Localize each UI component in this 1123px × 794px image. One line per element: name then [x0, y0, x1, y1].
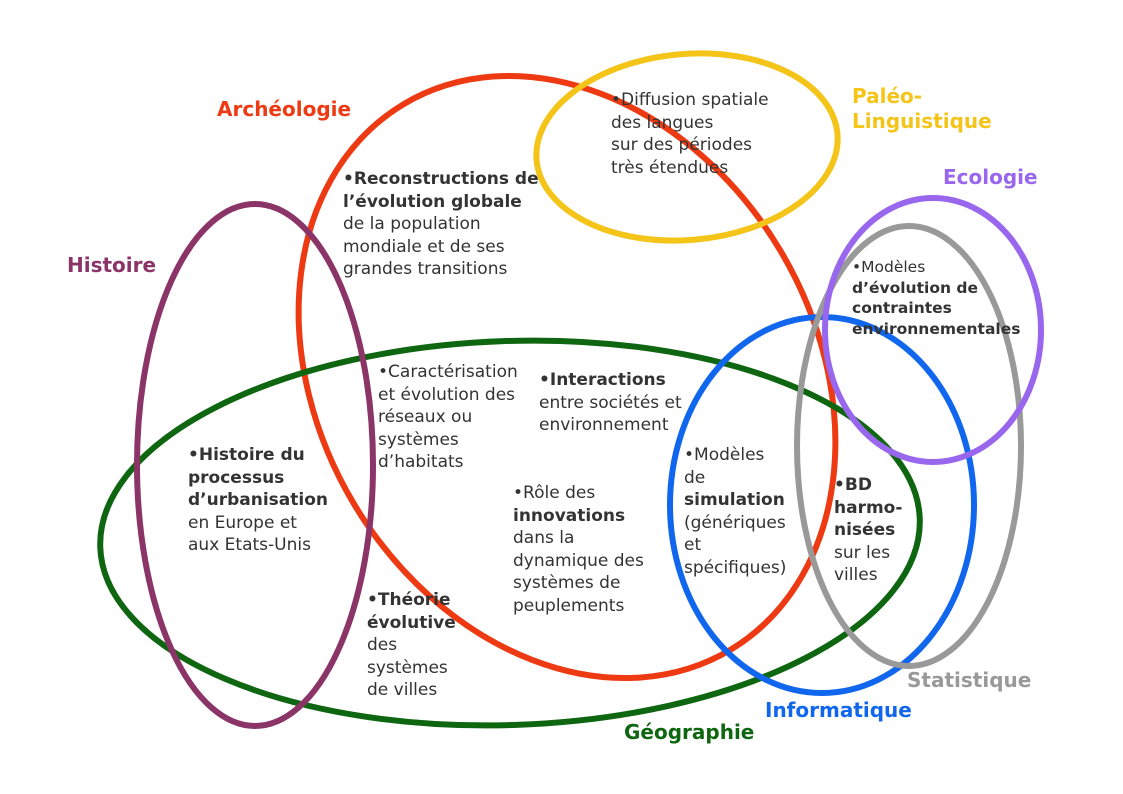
item-line: dynamique des [513, 550, 644, 571]
item-line: villes [834, 565, 878, 585]
item-line: •Modèles [852, 258, 926, 276]
item-role-innovations: •Rôle des innovations dans la dynamique … [513, 482, 644, 617]
ellipse-informatique [667, 314, 977, 696]
item-line: sur des périodes [611, 135, 753, 155]
item-line: en Europe et [188, 512, 297, 533]
item-line: de la population [343, 214, 481, 234]
item-line-bold: l’évolution globale [343, 191, 522, 212]
item-histoire-urbanisation: •Histoire du processus d’urbanisation en… [188, 444, 328, 557]
ellipse-histoire [134, 201, 376, 729]
ellipse-geographie [97, 337, 923, 729]
item-modeles-evolution-contraintes: •Modèles d’évolution de contraintes envi… [852, 257, 1020, 339]
item-line: •Caractérisation [378, 362, 518, 382]
label-informatique: Informatique [765, 698, 912, 722]
item-line: et évolution des [378, 384, 516, 405]
item-line: spécifiques) [684, 557, 787, 578]
item-line: et [684, 535, 702, 555]
item-line-bold: •Théorie [367, 590, 451, 610]
item-line-bold: contraintes [852, 299, 952, 317]
label-ecologie: Ecologie [943, 165, 1038, 189]
item-line-bold: •Reconstructions de [343, 169, 539, 189]
item-line-bold: harmo- [834, 497, 903, 518]
item-bd-harmonisees: •BD harmo- nisées sur les villes [834, 474, 902, 587]
item-line: sur les [834, 542, 891, 563]
item-diffusion-langues: •Diffusion spatiale des langues sur des … [611, 89, 769, 179]
item-line: •Rôle des [513, 483, 596, 503]
item-line: systèmes [378, 429, 459, 450]
item-line-bold: processus [188, 467, 285, 488]
label-statistique: Statistique [907, 668, 1032, 692]
item-line-bold: simulation [684, 490, 785, 510]
ellipse-paleo-linguistique [533, 50, 841, 244]
item-line: très étendues [611, 157, 729, 178]
item-line: systèmes de [513, 573, 621, 593]
item-line-bold: nisées [834, 520, 896, 540]
item-line-bold: innovations [513, 505, 626, 526]
label-paleo-linguistique: Paléo- Linguistique [852, 84, 992, 134]
label-geographie: Géographie [624, 720, 755, 744]
item-line-bold: d’évolution de [852, 278, 979, 297]
item-line-bold: évolutive [367, 612, 456, 633]
item-line: dans la [513, 528, 575, 548]
item-line: grandes transitions [343, 259, 508, 279]
item-interactions: •Interactions entre sociétés et environn… [539, 369, 682, 437]
ellipse-ecologie [822, 195, 1044, 465]
ellipse-statistique [794, 223, 1024, 669]
label-paleo-line1: Paléo- [852, 84, 923, 108]
item-modeles-simulation: •Modèles de simulation (génériques et sp… [684, 444, 786, 579]
item-line: •Modèles [684, 445, 765, 465]
item-line: mondiale et de ses [343, 236, 505, 257]
item-line-bold: •Histoire du [188, 445, 305, 465]
item-line: de [684, 467, 706, 488]
label-archeologie: Archéologie [217, 97, 352, 121]
item-line: entre sociétés et [539, 392, 682, 413]
item-caracterisation-reseaux: •Caractérisation et évolution des réseau… [378, 361, 518, 474]
item-line: des [367, 635, 398, 655]
item-theorie-evolutive: •Théorie évolutive des systèmes de ville… [367, 589, 456, 702]
ellipse-archeologie [295, 72, 839, 682]
item-line: •Diffusion spatiale [611, 90, 769, 110]
item-line-bold: d’urbanisation [188, 490, 329, 510]
item-line: réseaux ou [378, 407, 473, 427]
item-line-bold: •Interactions [539, 370, 666, 390]
item-line: d’habitats [378, 452, 464, 472]
item-line: de villes [367, 680, 438, 700]
item-line-bold: environnementales [852, 319, 1021, 338]
item-line: aux Etats-Unis [188, 535, 311, 555]
item-line: environnement [539, 415, 669, 435]
item-reconstructions: •Reconstructions de l’évolution globale … [343, 168, 539, 281]
item-line: systèmes [367, 657, 448, 678]
item-line: peuplements [513, 595, 625, 616]
item-line-bold: •BD [834, 475, 872, 495]
item-line: (génériques [684, 512, 786, 533]
item-line: des langues [611, 112, 714, 133]
label-histoire: Histoire [67, 253, 157, 277]
label-paleo-line2: Linguistique [852, 109, 992, 133]
